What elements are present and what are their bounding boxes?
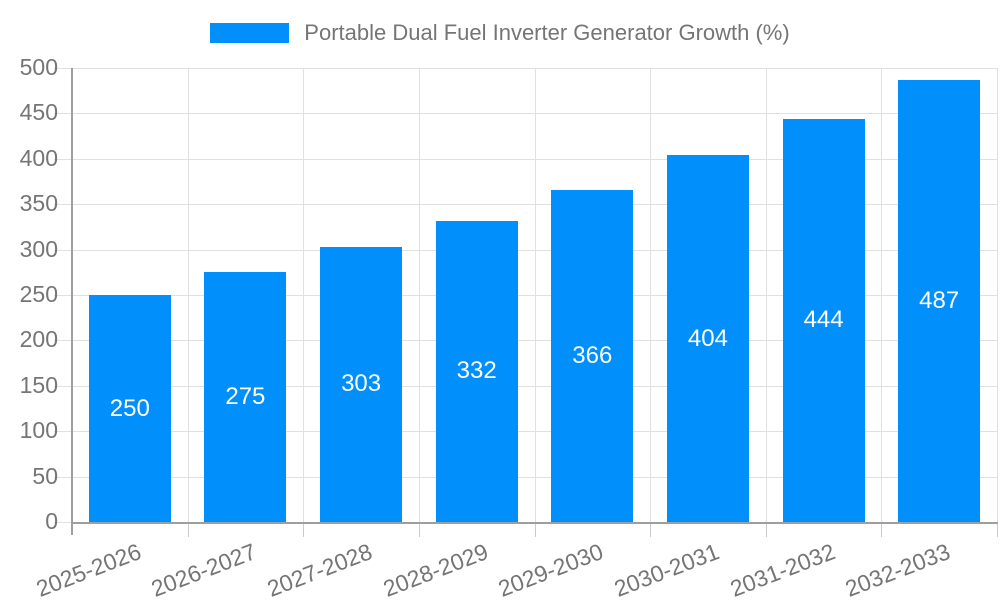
gridline-vertical [534,68,536,522]
gridline-horizontal [54,113,997,115]
bar-2031-2032[interactable]: 444 [782,118,865,522]
gridline-horizontal [54,249,997,251]
gridline-horizontal [54,158,997,160]
gridline-vertical [303,68,305,522]
bar-2026-2027[interactable]: 275 [204,272,287,522]
bar-2029-2030[interactable]: 366 [551,189,634,522]
x-axis-category-label: 2028-2029 [379,538,492,600]
y-axis-tick-label: 400 [19,144,58,171]
bar-value-label: 487 [919,286,960,314]
bar-value-label: 404 [687,324,728,352]
bar-value-label: 444 [803,306,844,334]
chart-legend[interactable]: Portable Dual Fuel Inverter Generator Gr… [0,20,1000,46]
x-axis-category-label: 2032-2033 [841,538,954,600]
bar-value-label: 275 [225,383,266,411]
y-axis-line [71,68,73,535]
x-axis-category-label: 2025-2026 [32,538,145,600]
x-axis-line [71,522,998,524]
y-axis-tick-label: 50 [32,462,58,489]
y-axis-tick-label: 450 [19,99,58,126]
gridline-vertical [765,68,767,522]
gridline-horizontal [54,340,997,342]
bar-value-label: 250 [109,394,150,422]
bar-2028-2029[interactable]: 332 [435,220,518,522]
x-axis-tick-mark [881,524,883,537]
bar-value-label: 332 [456,357,497,385]
gridline-horizontal [54,295,997,296]
y-axis-tick-label: 150 [19,371,58,398]
gridline-vertical [418,68,420,522]
gridline-horizontal [54,68,997,69]
y-axis-tick-label: 350 [19,190,58,217]
x-axis-category-label: 2031-2032 [726,538,839,600]
bar-2032-2033[interactable]: 487 [898,79,981,522]
gridline-horizontal [54,476,997,478]
x-axis-tick-mark [187,524,189,537]
bar-2030-2031[interactable]: 404 [666,155,749,522]
legend-swatch-icon [210,23,290,43]
gridline-vertical [187,68,189,522]
bar-2025-2026[interactable]: 250 [88,295,171,522]
x-axis-category-label: 2027-2028 [263,538,376,600]
gridline-vertical [997,68,998,522]
x-axis-tick-mark [418,524,420,537]
x-axis-tick-mark [997,524,998,537]
bar-value-label: 303 [341,370,382,398]
x-axis-category-label: 2029-2030 [494,538,607,600]
x-axis-tick-mark [303,524,305,537]
y-axis-tick-label: 250 [19,281,58,308]
y-axis-tick-label: 300 [19,235,58,262]
gridline-horizontal [54,385,997,387]
x-axis-tick-mark [650,524,652,537]
bar-2027-2028[interactable]: 303 [320,246,403,522]
bar-value-label: 366 [572,341,613,369]
y-axis-tick-label: 200 [19,326,58,353]
y-axis-tick-label: 500 [19,54,58,81]
y-axis-tick-label: 100 [19,417,58,444]
x-axis-category-label: 2026-2027 [147,538,261,600]
x-axis-category-label: 2030-2031 [610,538,723,600]
x-axis-tick-mark [765,524,767,537]
gridline-vertical [881,68,883,522]
x-axis-tick-mark [534,524,536,537]
y-axis-tick-label: 0 [45,508,58,535]
gridline-horizontal [54,204,997,206]
gridline-horizontal [54,431,997,433]
gridline-vertical [650,68,652,522]
legend-label: Portable Dual Fuel Inverter Generator Gr… [304,20,790,45]
